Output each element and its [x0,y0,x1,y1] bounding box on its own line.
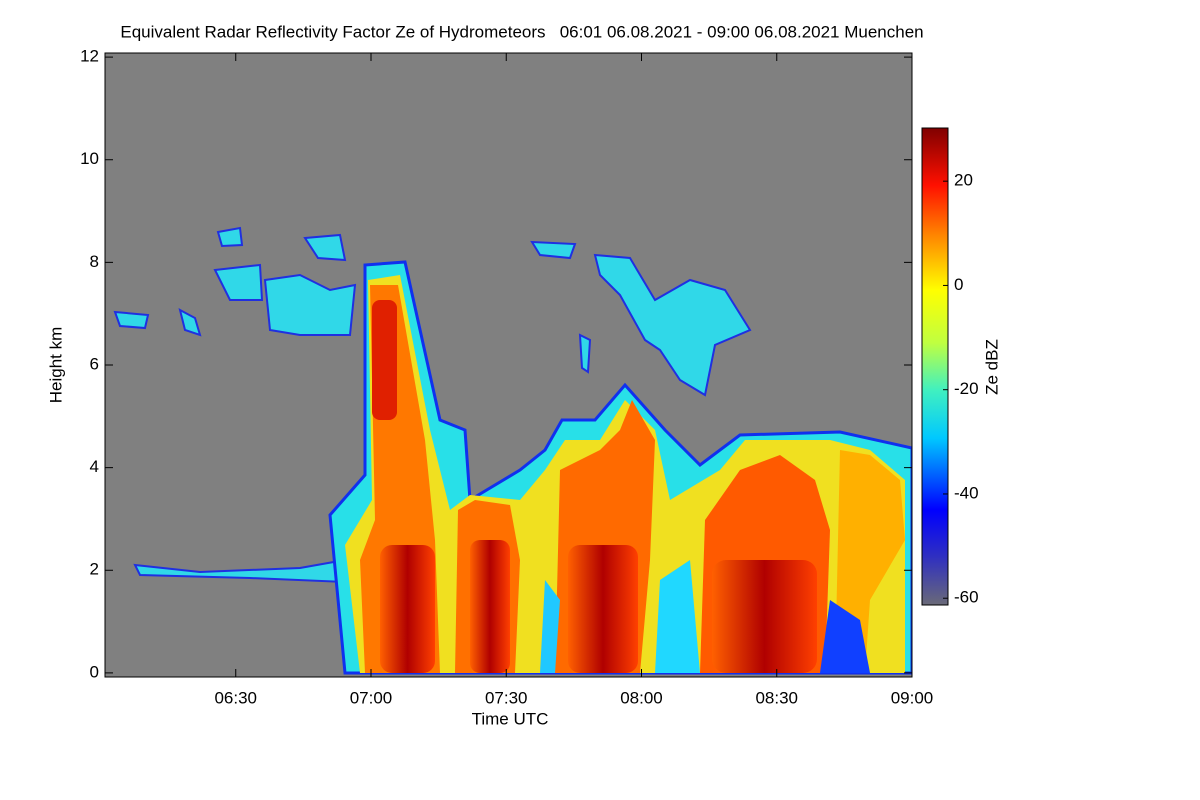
y-tick-label: 6 [90,354,99,373]
x-tick-label: 08:00 [620,688,663,707]
y-tick-label: 12 [80,47,99,66]
x-axis-label: Time UTC [472,709,549,728]
x-tick-label: 07:00 [350,688,393,707]
x-tick-label: 06:30 [214,688,257,707]
colorbar-tick-label: 20 [954,171,973,190]
x-tick-label: 08:30 [755,688,798,707]
colorbar-tick-label: -60 [954,588,979,607]
chart-title: Equivalent Radar Reflectivity Factor Ze … [120,22,923,41]
colorbar-label: Ze dBZ [982,339,1001,395]
colorbar [921,127,949,606]
x-tick-label: 09:00 [891,688,934,707]
y-tick-label: 2 [90,560,99,579]
colorbar-tick-label: -20 [954,379,979,398]
y-axis-label: Height km [46,327,65,404]
colorbar-tick-label: 0 [954,275,963,294]
y-tick-label: 0 [90,662,99,681]
y-tick-label: 10 [80,149,99,168]
y-tick-label: 4 [90,457,99,476]
colorbar-tick-label: -40 [954,483,979,502]
x-tick-label: 07:30 [485,688,528,707]
y-tick-label: 8 [90,252,99,271]
field [105,53,912,677]
